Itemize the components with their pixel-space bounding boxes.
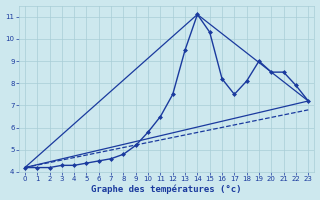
X-axis label: Graphe des températures (°c): Graphe des températures (°c): [91, 185, 242, 194]
